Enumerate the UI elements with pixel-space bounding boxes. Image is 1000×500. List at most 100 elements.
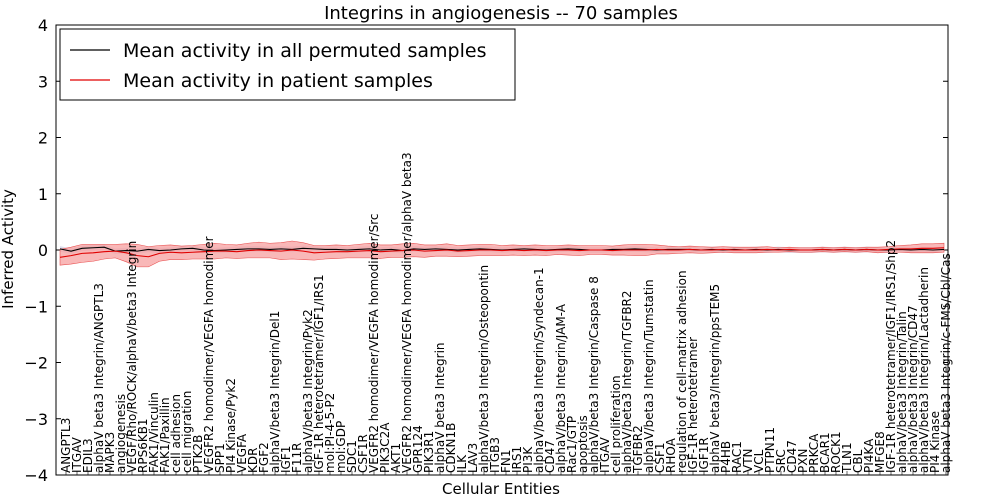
x-tick-label: PI4KA (862, 438, 876, 473)
y-tick-label: 4 (38, 16, 48, 35)
x-tick-label: RPS6KB1 (136, 418, 150, 473)
x-tick-label: ANGPTL3 (59, 418, 73, 473)
x-tick-label: mol:PI-4-5-P2 (323, 393, 337, 473)
x-tick-label: PIK3C2A (378, 422, 392, 473)
x-tick-label: alphaV beta3 Integrin/ANGPTL3 (92, 283, 106, 473)
x-tick-label: ROCK1 (829, 431, 843, 473)
x-tick-label: TGFBR2 (631, 425, 645, 474)
x-tick-label: P4HB (719, 441, 733, 473)
x-tick-label: alphaV/beta3 Integrin/Lactadherin (917, 267, 931, 473)
x-tick-label: VEGFR2 homodimer/VEGFA homodimer/alphaV … (400, 152, 414, 473)
x-tick-label: PTPN11 (763, 427, 777, 473)
y-ticks: −4 −3 −2 −1 0 1 2 3 4 (24, 16, 948, 485)
x-tick-label: SRC (774, 449, 788, 473)
y-tick-label: −3 (24, 410, 48, 429)
x-tick-label: PIK3R1 (422, 431, 436, 473)
patient-mean-line (59, 247, 945, 258)
x-tick-label: VTN (741, 448, 755, 473)
y-tick-label: −2 (24, 354, 48, 373)
x-tick-label: IRS1 (510, 446, 524, 473)
x-tick-label: IGF1R (697, 437, 711, 473)
x-tick-label: IGF1 (279, 446, 293, 473)
x-tick-label: alphaV/beta3 Integrin/CD47 (906, 305, 920, 473)
legend-label-patient: Mean activity in patient samples (123, 70, 433, 92)
bands (59, 240, 945, 268)
legend: Mean activity in all permuted samples Me… (59, 28, 516, 101)
x-tick-label: ILK (455, 454, 469, 473)
series-lines (59, 246, 945, 258)
x-tick-label: VCL (752, 449, 766, 473)
x-axis-label: Cellular Entities (442, 480, 560, 498)
x-tick-label: MFGE8 (873, 431, 887, 473)
legend-box (59, 28, 516, 101)
x-tick-label: PTK2B (191, 435, 205, 473)
x-tick-label: LAV3 (466, 443, 480, 473)
patient-band (59, 240, 945, 268)
x-tick-label: EDIL3 (81, 438, 95, 473)
plot-frame (55, 24, 949, 476)
x-tick-label: BCAR1 (818, 432, 832, 473)
x-tick-label: alphaV/beta3 Integrin/Del1 (268, 311, 282, 473)
x-tick-label: Rac1/GTP (565, 416, 579, 473)
x-tick-label: RAC1 (730, 441, 744, 473)
legend-label-permuted: Mean activity in all permuted samples (123, 40, 486, 62)
x-tick-label: alphaV/beta3 Integrin/Talin (895, 311, 909, 473)
x-tick-label: alphaV/beta3 Integrin/Osteopontin (477, 265, 491, 473)
x-tick-label: PXN (796, 449, 810, 473)
x-tick-label: VEGFR2 homodimer/VEGFA homodimer/Src (367, 213, 381, 473)
x-tick-label: apoptosis (576, 415, 590, 473)
x-tick-label: PI4 Kinase (928, 411, 942, 473)
x-tick-label: CD47 (785, 440, 799, 473)
x-tick-label: ITGAV (70, 436, 84, 473)
x-tick-label: alphaV/beta3 Integrin/JAM-A (554, 303, 568, 473)
x-tick-label: alphaV/beta3 Integrin/Tumstatin (642, 279, 656, 473)
x-tick-label: CSF1 (653, 442, 667, 473)
x-tick-label: VEGF/Rho/ROCK/alphaV/beta3 Integrin (125, 241, 139, 473)
x-tick-label: ITGB3 (488, 437, 502, 473)
x-tick-label: MAPK3 (103, 432, 117, 473)
x-tick-label: FAK1/Vinculin (147, 392, 161, 473)
x-tick-label: FGF2 (257, 442, 271, 473)
y-tick-label: −4 (24, 466, 48, 485)
y-tick-label: 0 (38, 241, 48, 260)
x-tick-label: CDKN1B (444, 423, 458, 473)
x-tick-label: FN1 (499, 449, 513, 473)
x-tick-label: IGF-1R heterotetramer/IGF1/IRS1 (312, 274, 326, 473)
x-tick-label: ITGAV (598, 436, 612, 473)
x-tick-label: VEGFA (235, 433, 249, 473)
x-tick-label: SPP1 (213, 443, 227, 473)
x-tick-label: alphaV beta3 Integrin/c-FMS/Cbl/Cas (939, 253, 953, 473)
x-tick-label: CBL (851, 449, 865, 473)
x-tick-label: PI4 Kinase/Pyk2 (224, 378, 238, 473)
y-axis-label: Inferred Activity (0, 189, 17, 309)
x-tick-label: GPR124 (411, 425, 425, 473)
x-tick-label: VEGFR2 homodimer/VEGFA homodimer (202, 236, 216, 473)
x-tick-label: RHOA (664, 437, 678, 473)
y-tick-label: 1 (38, 185, 48, 204)
x-tick-label: mol:GDP (334, 421, 348, 473)
x-tick-label: TLN1 (840, 442, 854, 474)
y-tick-label: −1 (24, 297, 48, 316)
x-tick-label: SDC1 (345, 440, 359, 473)
x-tick-label: IGF-1R heterotetramer (686, 337, 700, 473)
x-tick-label: alphaV/beta3 Integrin/Pyk2 (301, 309, 315, 473)
x-tick-label: angiogenesis (114, 394, 128, 473)
x-tick-label: alphaV beta3/Integrin/ppsTEM5 (708, 284, 722, 473)
x-tick-label: CD47 (543, 440, 557, 473)
x-tick-label: CSF1R (356, 434, 370, 473)
x-tick-label: alphaV/beta3 Integrin/TGFBR2 (620, 290, 634, 473)
x-tick-label: FAK1/Paxillin (158, 397, 172, 473)
chart-title: Integrins in angiogenesis -- 70 samples (324, 3, 678, 24)
x-tick-label: cell adhesion (169, 394, 183, 473)
x-tick-label: cell proliferation (609, 375, 623, 473)
x-tick-label: alphaV/beta3 Integrin/Syndecan-1 (532, 267, 546, 473)
y-tick-label: 2 (38, 129, 48, 148)
x-tick-label: cell migration (180, 391, 194, 473)
x-tick-label: PRKCA (807, 433, 821, 473)
x-tick-label: alphaV beta3 Integrin (433, 342, 447, 473)
x-tick-label: alphaV/beta3 Integrin/Caspase 8 (587, 276, 601, 473)
x-tick-label: IGF-1R heterotetramer/IGF1/IRS1/Shp2 (884, 240, 898, 473)
y-tick-label: 3 (38, 72, 48, 91)
